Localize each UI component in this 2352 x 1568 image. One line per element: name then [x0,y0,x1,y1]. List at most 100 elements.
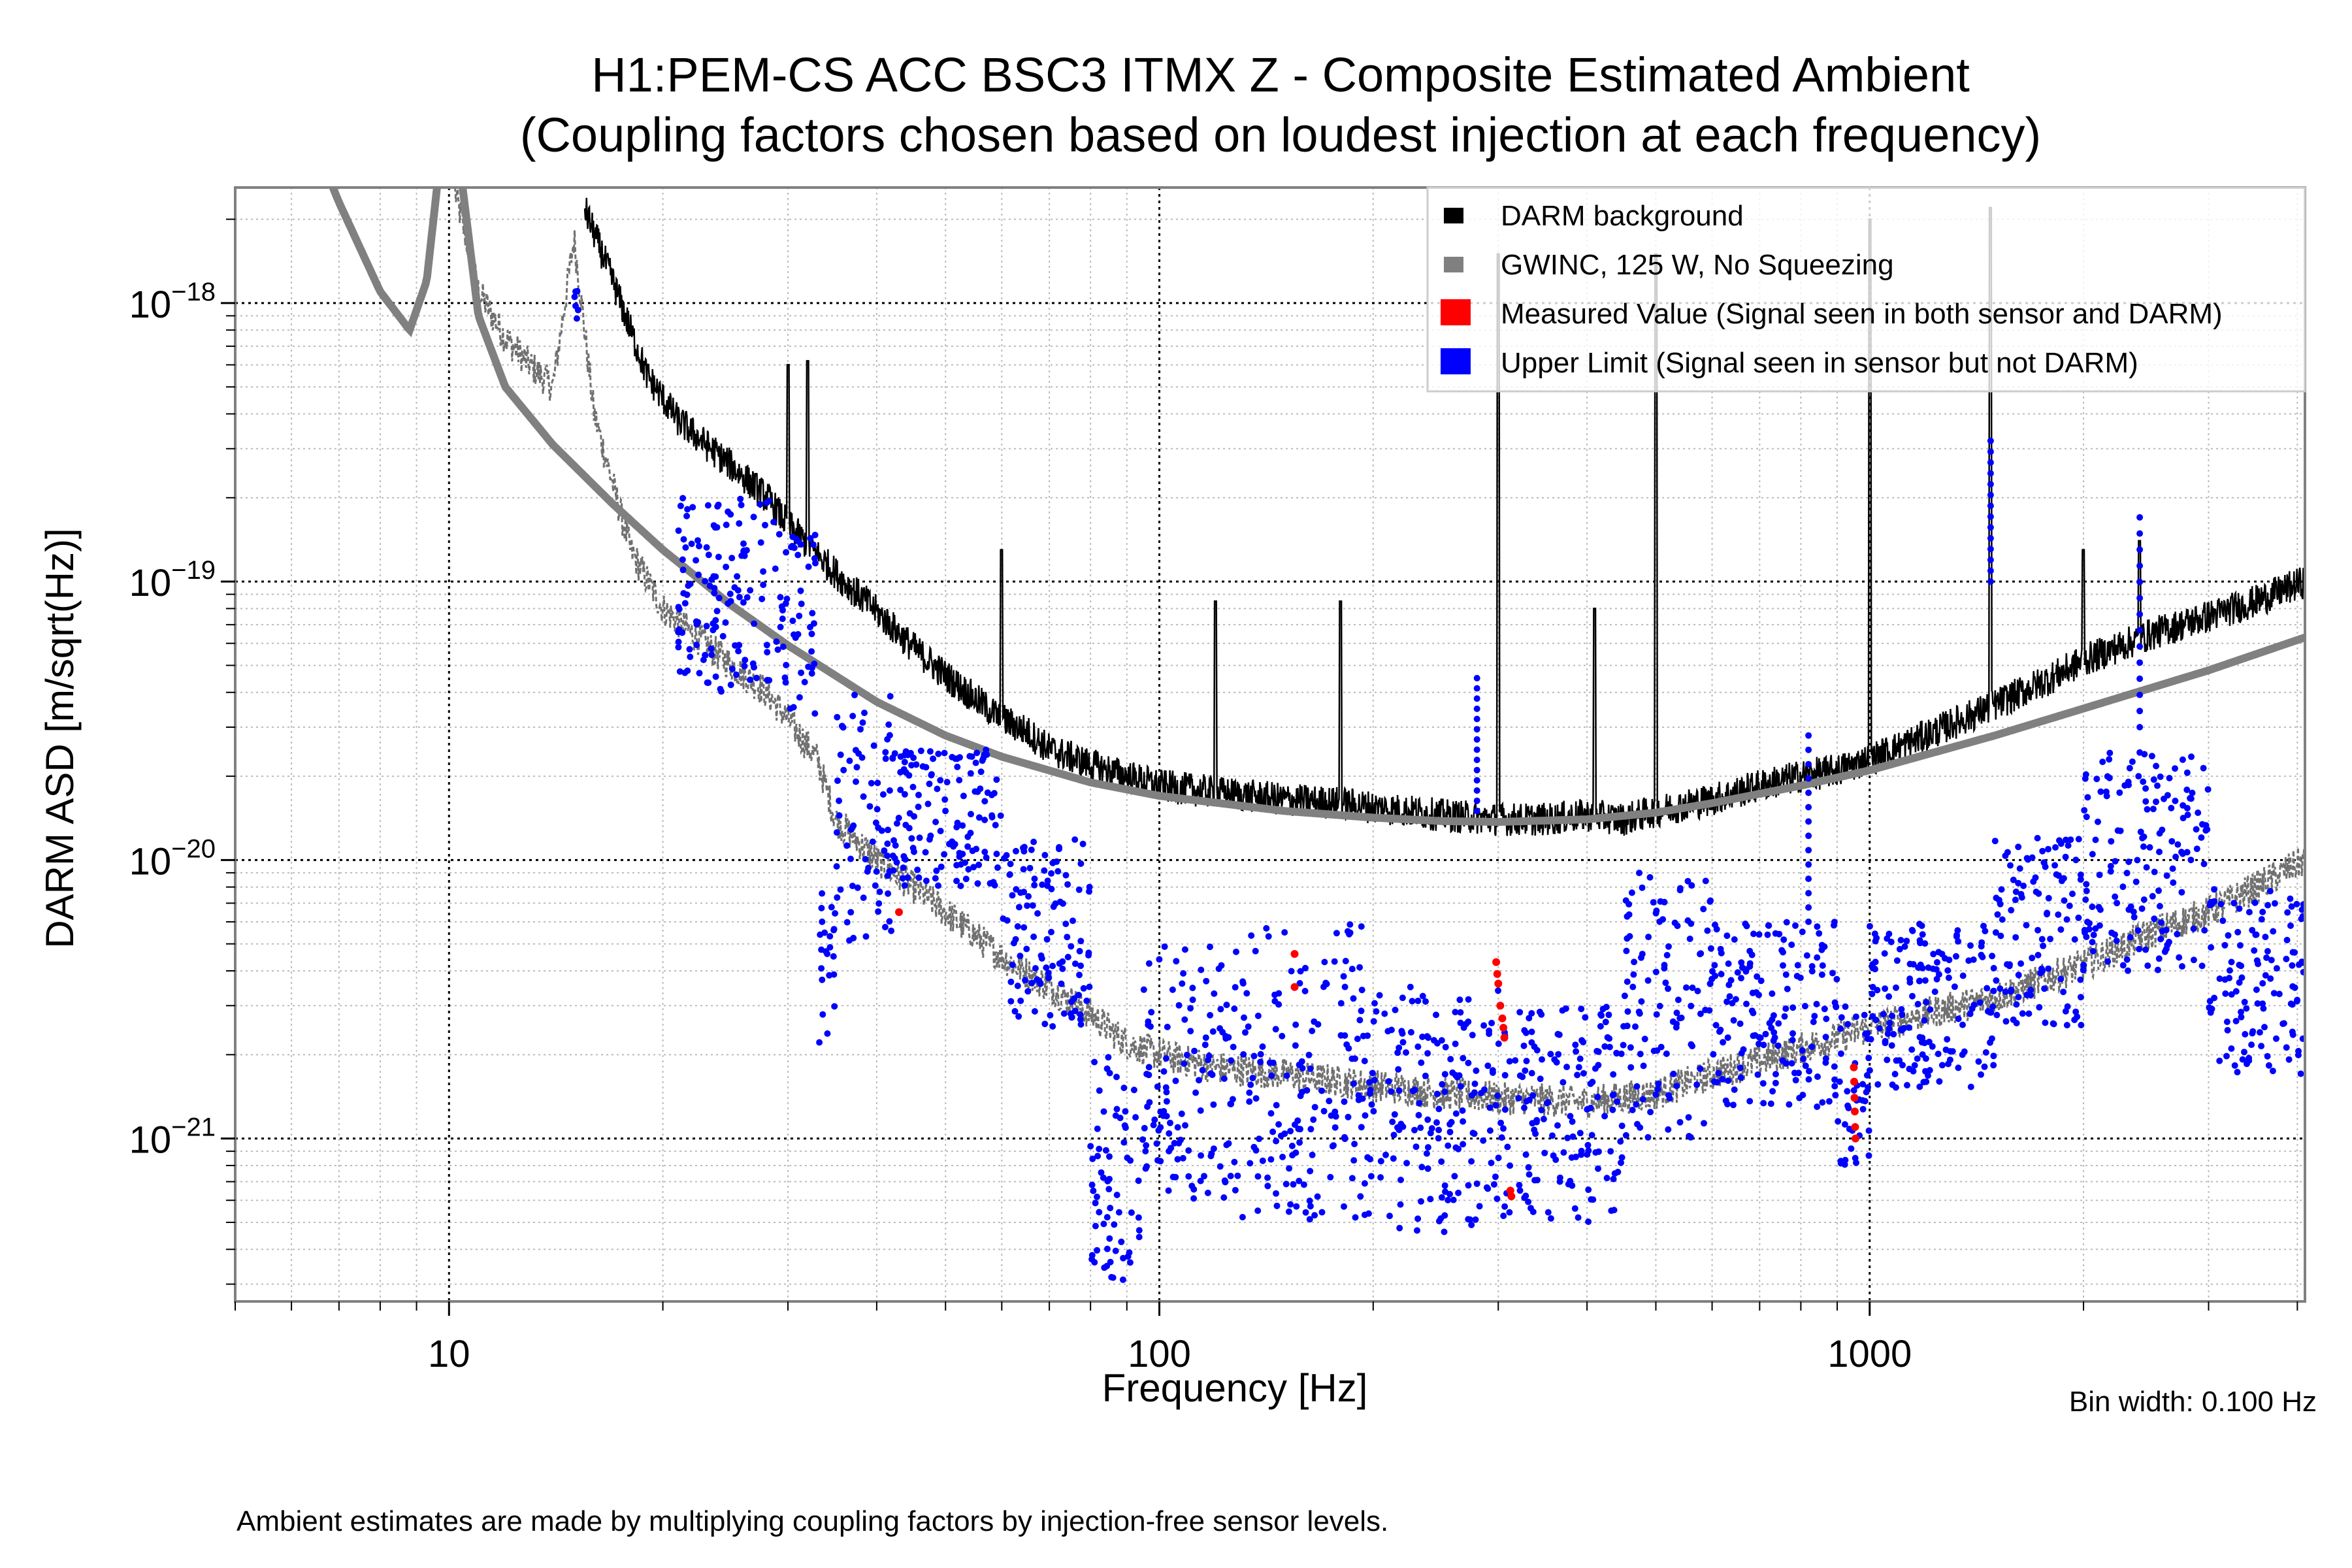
upper-limit-point [1567,1113,1574,1120]
upper-limit-point [808,648,815,655]
upper-limit-point [1472,1216,1479,1223]
upper-limit-point [818,905,825,911]
upper-limit-point [1516,1072,1524,1079]
upper-limit-point [2249,926,2256,934]
upper-limit-point [2202,827,2210,834]
upper-limit-point [2116,789,2123,796]
upper-limit-point [819,890,826,897]
upper-limit-point [993,776,1000,783]
upper-limit-point [983,854,990,861]
upper-limit-point [2174,930,2181,938]
upper-limit-point [1805,818,1812,825]
upper-limit-point [849,713,857,719]
upper-limit-point [1112,1247,1119,1254]
upper-limit-point [1837,1050,1844,1057]
upper-limit-point [1521,1104,1527,1111]
upper-limit-point [1228,1057,1235,1064]
upper-limit-point [2095,818,2101,825]
upper-limit-point [1919,931,1926,938]
upper-limit-point [1217,1005,1224,1013]
upper-limit-point [1264,1183,1271,1190]
upper-limit-point [1819,1099,1826,1106]
upper-limit-point [1867,1036,1874,1043]
upper-limit-point [1163,1098,1170,1105]
upper-limit-point [1220,1075,1228,1082]
upper-limit-point [2012,896,2019,904]
upper-limit-point [1187,1028,1194,1035]
upper-limit-point [798,669,805,676]
upper-limit-point [712,673,719,680]
upper-limit-point [2051,862,2059,869]
upper-limit-point [1725,1077,1732,1085]
upper-limit-point [2039,968,2046,975]
upper-limit-point [1275,1001,1282,1008]
upper-limit-point [1908,1046,1916,1053]
upper-limit-point [1390,1132,1397,1139]
upper-limit-point [1725,960,1732,967]
upper-limit-point [1955,938,1962,945]
upper-limit-point [1465,996,1472,1003]
upper-limit-point [1113,1073,1120,1081]
upper-limit-point [1676,1119,1684,1126]
upper-limit-point [684,667,691,674]
upper-limit-point [900,864,907,872]
upper-limit-point [1935,1051,1942,1058]
upper-limit-point [1107,1258,1114,1266]
upper-limit-point [981,817,988,823]
upper-limit-point [1314,1193,1321,1200]
upper-limit-point [2236,979,2243,986]
upper-limit-point [959,822,966,829]
upper-limit-point [2108,838,2115,845]
upper-limit-point [1468,1221,1475,1228]
upper-limit-point [1774,1042,1782,1049]
upper-limit-point [1291,1121,1298,1128]
upper-limit-point [2089,851,2096,858]
upper-limit-point [1048,928,1054,936]
upper-limit-point [1163,1088,1170,1096]
upper-limit-point [703,544,710,551]
upper-limit-point [1624,1022,1631,1030]
upper-limit-point [1148,1009,1155,1016]
upper-limit-point [1094,1193,1100,1200]
upper-limit-point [2157,919,2164,926]
upper-limit-point [1056,960,1063,967]
upper-limit-point [1037,952,1045,959]
upper-limit-point [1737,1064,1744,1071]
upper-limit-point [2069,890,2076,898]
upper-limit-point [1207,1152,1215,1160]
upper-limit-point [1606,1035,1613,1042]
upper-limit-point [1921,1017,1928,1024]
upper-limit-point [2238,1009,2244,1015]
upper-limit-point [1794,962,1801,969]
upper-limit-point [2151,868,2158,875]
upper-limit-point [703,623,710,630]
upper-limit-point [760,581,767,589]
upper-limit-point [1476,1203,1483,1210]
upper-limit-point [1154,1083,1161,1090]
upper-limit-point [902,748,909,755]
upper-limit-point [1309,1028,1316,1034]
upper-limit-point [2268,956,2275,964]
upper-limit-point [2179,756,2186,763]
upper-limit-point [1032,965,1039,972]
upper-limit-point [1516,1009,1524,1016]
upper-limit-point [1473,726,1480,733]
upper-limit-point [1079,840,1086,847]
upper-limit-point [2144,962,2151,970]
upper-limit-point [1585,1186,1592,1193]
upper-limit-point [1738,975,1744,982]
upper-limit-point [1140,986,1147,993]
upper-limit-point [1385,1078,1392,1085]
y-axis-label: DARM ASD [m/sqrt(Hz)] [38,528,82,948]
upper-limit-point [1179,1154,1186,1162]
upper-limit-point [840,766,847,774]
upper-limit-point [783,595,791,602]
upper-limit-point [1775,1020,1782,1027]
upper-limit-point [2061,897,2068,904]
upper-limit-point [2106,774,2113,781]
upper-limit-point [1822,1034,1829,1041]
upper-limit-point [1439,1081,1446,1088]
upper-limit-point [2168,804,2175,811]
upper-limit-point [1292,1042,1299,1049]
upper-limit-point [1915,964,1922,971]
